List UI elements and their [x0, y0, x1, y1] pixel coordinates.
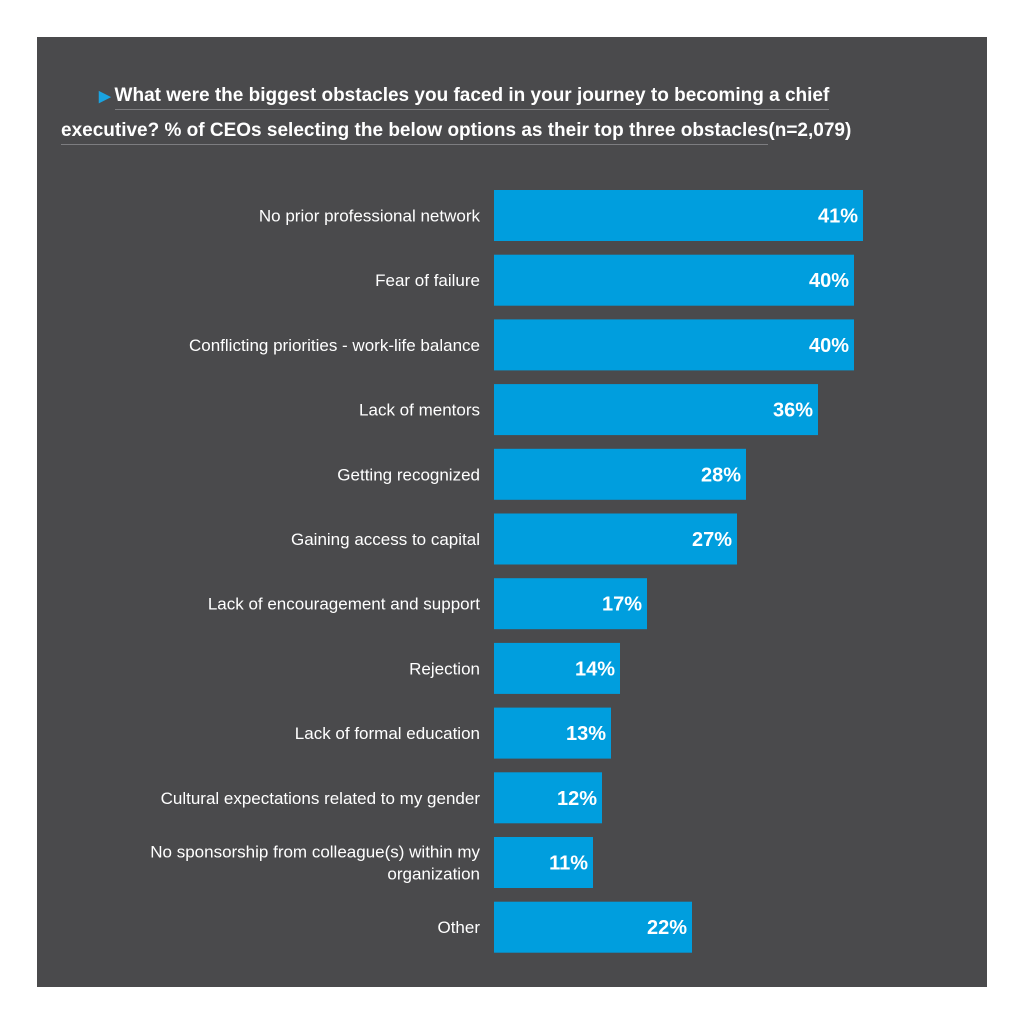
bar-value-label: 13%	[566, 723, 606, 745]
triangle-bullet-icon: ▶	[99, 88, 111, 105]
title-text-2: executive? % of CEOs selecting the below…	[61, 120, 769, 145]
bar-row: 13% Lack of formal education	[295, 707, 611, 759]
category-label: Conflicting priorities - work-life balan…	[189, 336, 480, 355]
bar	[494, 448, 746, 500]
bar-value-label: 22%	[647, 917, 687, 939]
bar-value-label: 14%	[575, 658, 615, 680]
bar	[494, 254, 854, 306]
bar	[494, 642, 620, 694]
bar	[494, 578, 647, 630]
bar	[494, 707, 611, 759]
bar-row: 27% Gaining access to capital	[291, 513, 737, 565]
category-label: Fear of failure	[375, 271, 480, 290]
bar-chart: 41% No prior professional network 40% Fear …	[150, 190, 863, 953]
bar-value-label: 17%	[602, 594, 642, 616]
category-label: Rejection	[409, 659, 480, 678]
bar-row: 28% Getting recognized	[337, 448, 746, 500]
bar	[494, 901, 692, 953]
category-label: Lack of encouragement and support	[208, 595, 480, 614]
category-label: Other	[437, 918, 480, 937]
bar-value-label: 41%	[818, 206, 858, 228]
bar	[494, 190, 863, 241]
bar-value-label: 27%	[692, 529, 732, 551]
bar	[494, 837, 593, 888]
title-line-1: ▶ What were the biggest obstacles you fac…	[99, 84, 830, 110]
chart-panel: ▶ What were the biggest obstacles you fac…	[37, 37, 987, 987]
bar-row: 40% Fear of failure	[375, 254, 854, 306]
bar-value-label: 40%	[809, 270, 849, 292]
title-sample-size: (n=2,079)	[768, 120, 852, 141]
category-label: organization	[387, 865, 480, 884]
bar	[494, 772, 602, 824]
bar-row: 36% Lack of mentors	[359, 384, 818, 436]
category-label: Getting recognized	[337, 465, 480, 484]
category-label: No sponsorship from colleague(s) within …	[150, 843, 480, 862]
bar-value-label: 11%	[549, 853, 588, 875]
bar-row: 11% No sponsorship from colleague(s) with…	[150, 837, 593, 888]
bar-value-label: 40%	[809, 335, 849, 357]
category-label: Lack of mentors	[359, 401, 480, 420]
bar-row: 17% Lack of encouragement and support	[208, 578, 647, 630]
bar	[494, 319, 854, 371]
bar	[494, 513, 737, 565]
bar-value-label: 36%	[773, 400, 813, 422]
bar-value-label: 28%	[701, 464, 741, 486]
title-line-2: executive? % of CEOs selecting the below…	[61, 119, 852, 145]
category-label: Gaining access to capital	[291, 530, 480, 549]
title-text-1: What were the biggest obstacles you face…	[114, 85, 830, 110]
chart-title: ▶ What were the biggest obstacles you fac…	[37, 37, 987, 177]
bar-value-label: 12%	[557, 788, 597, 810]
category-label: Lack of formal education	[295, 724, 480, 743]
category-label: No prior professional network	[259, 207, 481, 226]
bar	[494, 384, 818, 436]
bar-row: 14% Rejection	[409, 642, 620, 694]
bar-row: 12% Cultural expectations related to my g…	[161, 772, 602, 824]
bar-row: 22% Other	[437, 901, 692, 953]
bar-row: 41% No prior professional network	[259, 190, 863, 241]
category-label: Cultural expectations related to my gend…	[161, 789, 481, 808]
bar-row: 40% Conflicting priorities - work-life ba…	[189, 319, 854, 371]
